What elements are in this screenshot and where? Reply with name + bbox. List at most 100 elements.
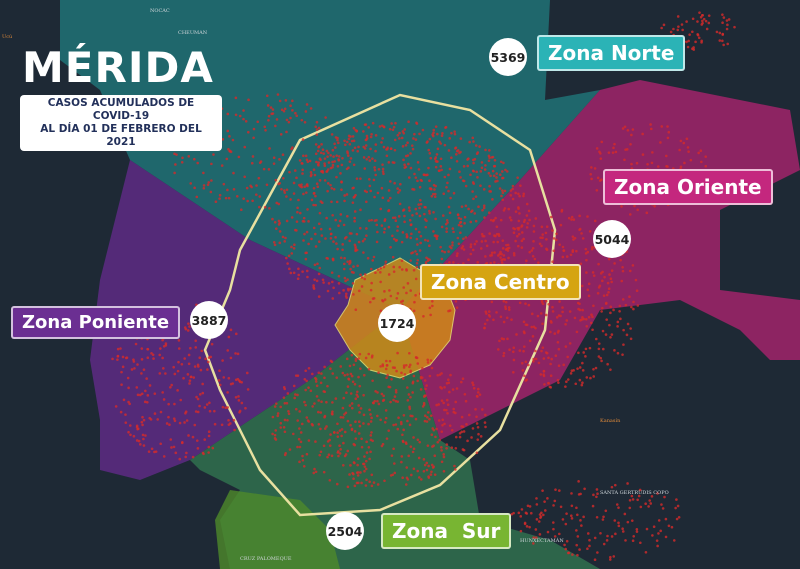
case-dot [578, 548, 581, 551]
case-dot [664, 517, 668, 521]
case-dot [549, 330, 552, 334]
case-dot [408, 405, 411, 409]
case-dot [532, 240, 535, 243]
case-dot [372, 255, 376, 259]
case-dot [578, 308, 582, 312]
case-dot [574, 382, 578, 386]
case-dot [387, 189, 391, 192]
case-dot [534, 357, 538, 361]
case-dot [580, 524, 583, 527]
case-dot [437, 403, 440, 406]
case-dot [615, 503, 619, 506]
place-label: Ucú [2, 34, 13, 40]
case-dot [721, 39, 724, 43]
case-dot [528, 525, 531, 529]
case-dot [664, 535, 668, 539]
case-dot [382, 145, 386, 149]
case-dot [314, 194, 317, 198]
case-dot [293, 396, 297, 400]
case-dot [300, 422, 304, 426]
case-dot [590, 247, 594, 251]
case-dot [325, 216, 328, 220]
case-dot [592, 375, 596, 378]
case-dot [607, 151, 611, 154]
zone-poniente-label[interactable]: Zona Poniente [11, 306, 181, 339]
case-dot [351, 149, 355, 152]
zone-sur-label[interactable]: Zona Sur [381, 513, 512, 549]
case-dot [725, 19, 729, 22]
case-dot [442, 453, 445, 456]
case-dot [323, 365, 326, 369]
case-dot [390, 454, 394, 457]
case-dot [391, 255, 395, 259]
case-dot [180, 441, 184, 445]
case-dot [335, 154, 339, 157]
case-dot [610, 485, 614, 489]
case-dot [343, 276, 347, 280]
case-dot [322, 390, 326, 393]
case-dot [649, 127, 653, 131]
case-dot [369, 438, 373, 442]
case-dot [292, 384, 296, 388]
case-dot [507, 256, 510, 260]
case-dot [346, 449, 350, 453]
case-dot [481, 234, 485, 238]
case-dot [294, 111, 297, 115]
zone-norte-label[interactable]: Zona Norte [537, 35, 686, 71]
case-dot [476, 176, 479, 179]
case-dot [346, 278, 349, 281]
case-dot [506, 243, 510, 247]
case-dot [251, 199, 254, 203]
case-dot [337, 224, 340, 227]
case-dot [526, 222, 529, 225]
case-dot [327, 151, 330, 155]
case-dot [613, 349, 616, 352]
case-dot [639, 541, 642, 545]
case-dot [555, 238, 558, 242]
zone-centro-count: 1724 [378, 304, 416, 342]
case-dot [252, 136, 255, 140]
case-dot [415, 212, 418, 215]
case-dot [540, 300, 544, 304]
case-dot [240, 380, 244, 384]
case-dot [415, 237, 419, 241]
case-dot [289, 198, 292, 201]
case-dot [436, 440, 440, 444]
case-dot [224, 196, 228, 200]
case-dot [435, 132, 439, 136]
case-dot [502, 354, 505, 358]
case-dot [383, 298, 387, 301]
case-dot [193, 186, 196, 190]
case-dot [338, 452, 342, 455]
case-dot [127, 430, 130, 434]
case-dot [425, 141, 429, 144]
case-dot [650, 495, 654, 498]
case-dot [400, 460, 403, 464]
case-dot [398, 265, 401, 269]
zone-oriente-label[interactable]: Zona Oriente [603, 169, 773, 205]
zone-poniente-count: 3887 [190, 301, 228, 339]
case-dot [425, 219, 428, 223]
zone-centro-label[interactable]: Zona Centro [420, 264, 581, 300]
case-dot [544, 299, 548, 303]
case-dot [485, 244, 489, 248]
case-dot [405, 235, 409, 239]
case-dot [355, 248, 359, 252]
case-dot [412, 374, 416, 378]
case-dot [626, 520, 630, 524]
case-dot [635, 528, 639, 531]
case-dot [355, 177, 359, 180]
case-dot [264, 128, 267, 132]
case-dot [416, 379, 419, 383]
case-dot [367, 126, 371, 129]
case-dot [552, 249, 556, 253]
case-dot [305, 191, 308, 194]
case-dot [555, 316, 559, 319]
case-dot [552, 521, 555, 524]
case-dot [605, 539, 609, 542]
case-dot [170, 383, 173, 387]
case-dot [476, 261, 479, 264]
case-dot [579, 519, 582, 522]
case-dot [455, 254, 459, 258]
